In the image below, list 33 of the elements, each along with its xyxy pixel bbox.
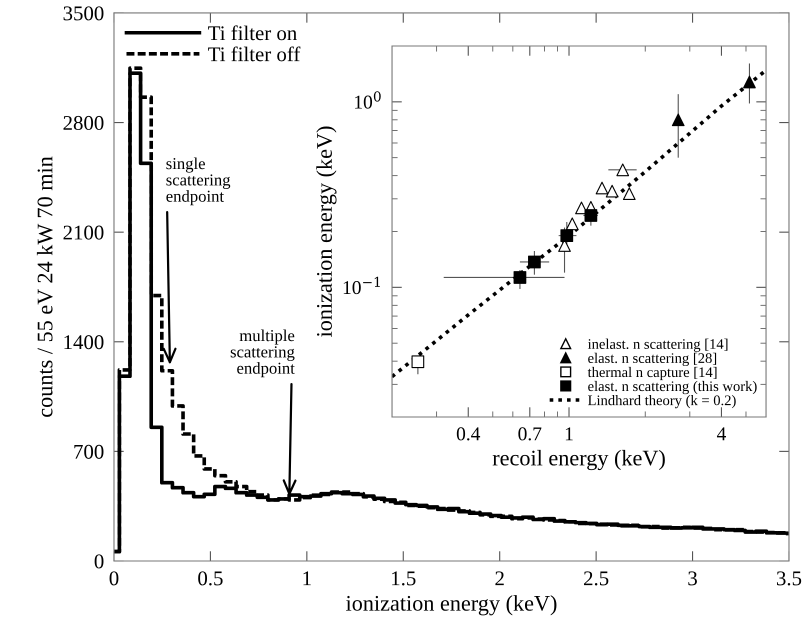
x-tick-label: 1 (566, 427, 573, 440)
x-tick-label: 4 (716, 427, 726, 440)
annotation: multiple scattering endpoint (230, 329, 295, 378)
annotation: single scattering endpoint (166, 157, 230, 206)
y-tick-label: 3500 (64, 6, 104, 20)
x-tick-label: 0.7 (518, 427, 542, 440)
y-tick-label: 1400 (64, 335, 104, 350)
y-tick-label: 10$^{0}$ (355, 91, 381, 109)
x-tick-label: 2 (495, 571, 504, 586)
y-tick-label: 700 (74, 444, 104, 459)
y-axis-title: ionization energy (keV) (316, 126, 337, 337)
x-axis-title: recoil energy (keV) (492, 450, 665, 470)
y-tick-label: 10$^{−1}$ (344, 276, 380, 294)
y-tick-label: 2100 (64, 226, 104, 240)
x-tick-label: 3 (688, 571, 697, 586)
x-tick-label: 0.4 (456, 427, 480, 440)
y-tick-label: 0 (94, 554, 104, 568)
x-tick-label: 3.5 (776, 571, 802, 586)
x-tick-label: 0 (110, 571, 118, 586)
y-axis-title: counts / 55 eV 24 kW 70 min (36, 156, 53, 417)
x-tick-label: 0.5 (198, 571, 223, 586)
legend-label: inelast. n scattering [14] (588, 338, 728, 352)
y-tick-label: 2800 (64, 116, 104, 130)
legend-label: Ti filter off (208, 46, 300, 62)
legend-label: elast. n scattering [28] (588, 352, 716, 366)
x-axis-title: ionization energy (keV) (346, 595, 556, 616)
x-tick-label: 1 (303, 571, 311, 586)
legend-label: elast. n scattering (this work) (588, 380, 757, 394)
legend-label: Lindhard theory (k = 0.2) (588, 394, 736, 408)
x-tick-label: 2.5 (584, 571, 608, 586)
legend-label: thermal n capture [14] (588, 366, 716, 380)
x-tick-label: 1.5 (392, 571, 416, 586)
legend-label: Ti filter on (208, 25, 297, 40)
